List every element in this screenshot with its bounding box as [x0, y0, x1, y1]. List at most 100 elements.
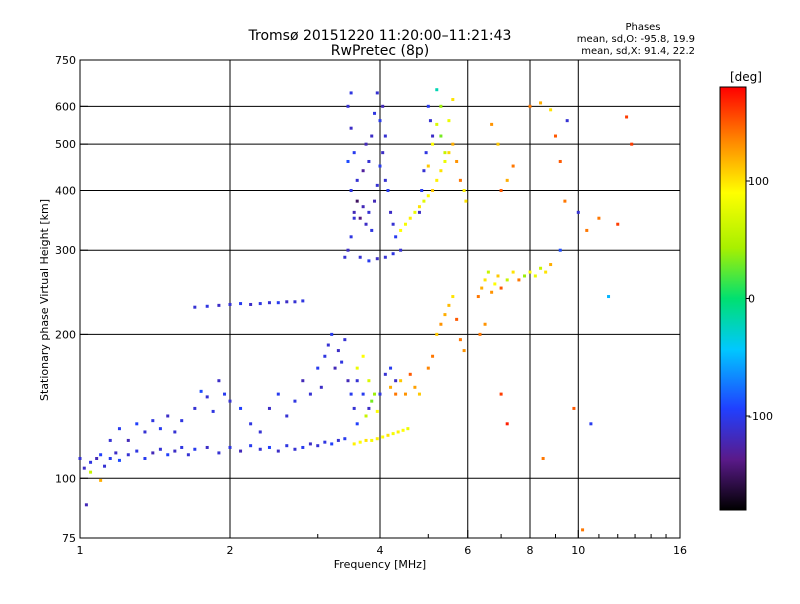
data-point — [383, 178, 387, 182]
data-point — [205, 304, 209, 308]
x-tick-label: 10 — [571, 544, 585, 557]
data-point — [549, 108, 553, 112]
data-point — [480, 286, 484, 290]
data-point — [435, 122, 439, 126]
data-point — [464, 199, 468, 203]
data-point — [447, 119, 451, 123]
data-point — [166, 414, 170, 418]
data-point — [103, 464, 107, 468]
phases-o-stats: mean, sd,O: -95.8, 19.9 — [577, 34, 695, 45]
data-point — [355, 422, 359, 426]
y-tick-label: 300 — [55, 244, 76, 257]
data-point — [391, 252, 395, 256]
data-point — [258, 302, 262, 306]
data-point — [99, 478, 103, 482]
data-point — [585, 228, 589, 232]
data-point — [386, 433, 390, 437]
data-point — [239, 406, 243, 410]
data-point — [431, 354, 435, 358]
data-point — [349, 235, 353, 239]
data-point — [523, 274, 527, 278]
data-point — [343, 437, 347, 441]
data-point — [420, 188, 424, 192]
data-point — [323, 440, 327, 444]
x-tick-label: 8 — [527, 544, 534, 557]
data-point — [223, 392, 227, 396]
data-point — [451, 98, 455, 102]
colorbar-label: [deg] — [730, 70, 762, 84]
data-point — [364, 142, 368, 146]
data-point — [82, 466, 86, 470]
data-point — [499, 392, 503, 396]
data-point — [375, 257, 379, 261]
data-point — [428, 119, 432, 123]
data-point — [199, 389, 203, 393]
data-point — [267, 445, 271, 449]
data-point — [381, 435, 385, 439]
data-point — [352, 216, 356, 220]
data-point — [89, 460, 93, 464]
data-point — [607, 295, 611, 299]
data-point — [375, 409, 379, 413]
data-point — [114, 451, 118, 455]
data-point — [355, 379, 359, 383]
data-point — [616, 222, 620, 226]
data-point — [355, 366, 359, 370]
data-point — [249, 422, 253, 426]
data-point — [343, 338, 347, 342]
data-point — [417, 210, 421, 214]
data-point — [381, 151, 385, 155]
data-point — [99, 453, 103, 457]
data-point — [193, 305, 197, 309]
data-point — [565, 119, 569, 123]
data-point — [370, 399, 374, 403]
data-point — [431, 142, 435, 146]
data-point — [394, 235, 398, 239]
data-point — [549, 263, 553, 267]
data-point — [349, 91, 353, 95]
data-point — [370, 134, 374, 138]
data-point — [316, 366, 320, 370]
data-point — [443, 159, 447, 163]
data-point — [399, 228, 403, 232]
data-point — [84, 503, 88, 507]
data-point — [443, 313, 447, 317]
data-point — [403, 222, 407, 226]
colorbar-ticks: 100 0 -100 — [746, 175, 773, 423]
chart-title: Tromsø 20151220 11:20:00–11:21:43 — [248, 28, 512, 44]
data-point — [166, 453, 170, 457]
data-point — [451, 295, 455, 299]
data-point — [143, 430, 147, 434]
data-point — [239, 302, 243, 306]
data-point — [455, 317, 459, 321]
data-point — [173, 430, 177, 434]
data-point — [276, 449, 280, 453]
data-point — [544, 270, 548, 274]
data-point — [249, 302, 253, 306]
y-tick-label: 200 — [55, 328, 76, 341]
data-point — [293, 399, 297, 403]
data-point — [158, 427, 162, 431]
data-point — [180, 419, 184, 423]
data-point — [431, 188, 435, 192]
data-point — [349, 392, 353, 396]
y-tick-label: 100 — [55, 472, 76, 485]
data-point — [394, 392, 398, 396]
data-point — [349, 126, 353, 130]
data-point — [558, 248, 562, 252]
data-point — [258, 447, 262, 451]
data-point — [378, 164, 382, 168]
data-point — [386, 188, 390, 192]
data-point — [553, 134, 557, 138]
y-axis-label: Stationary phase Virtual Height [km] — [38, 199, 51, 401]
x-tick-label: 2 — [227, 544, 234, 557]
data-point — [301, 379, 305, 383]
colorbar — [719, 86, 747, 511]
data-point — [496, 142, 500, 146]
data-point — [511, 164, 515, 168]
x-tick-label: 1 — [77, 544, 84, 557]
data-point — [378, 392, 382, 396]
data-point — [528, 104, 532, 108]
data-point — [373, 199, 377, 203]
data-point — [117, 427, 121, 431]
